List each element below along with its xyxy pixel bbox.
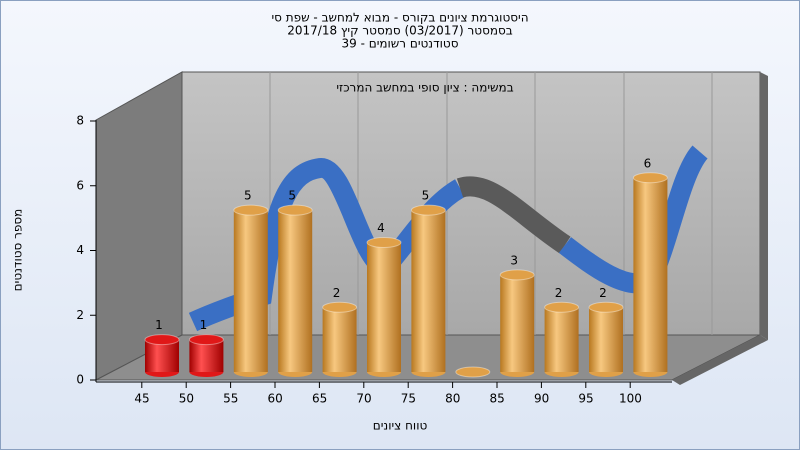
chart-subtitle: בסמסטר (03/2017) סמסטר קיץ 2017/18 <box>287 24 513 38</box>
x-tick-label: 80 <box>445 392 460 406</box>
bar-top <box>632 172 668 184</box>
x-tick-label: 75 <box>401 392 416 406</box>
data-label: 4 <box>377 221 385 235</box>
bar-top <box>455 366 491 378</box>
x-tick-label: 60 <box>268 392 283 406</box>
x-axis-label: טווח ציונים <box>373 419 428 433</box>
side-wall <box>95 71 183 381</box>
x-tick-label: 85 <box>490 392 505 406</box>
y-tick-label: 0 <box>76 373 84 387</box>
bar <box>589 307 623 372</box>
chart-subtitle: סטודנטים רשומים - 39 <box>341 37 458 51</box>
bar-top <box>588 301 624 313</box>
data-label: 2 <box>555 286 563 300</box>
bar <box>367 242 401 372</box>
y-axis-label: מספר סטודנטים <box>11 209 25 292</box>
data-label: 5 <box>288 189 296 203</box>
x-tick-label: 65 <box>312 392 327 406</box>
x-tick-label: 90 <box>534 392 549 406</box>
bar-top <box>410 204 446 216</box>
bar-top <box>366 237 402 248</box>
wall-edge <box>760 72 768 340</box>
floor-edge <box>672 335 768 385</box>
bar <box>500 274 535 372</box>
bar <box>544 307 579 372</box>
bar-top <box>544 301 580 313</box>
data-label: 5 <box>422 189 430 203</box>
data-label: 1 <box>200 318 208 332</box>
data-label: 2 <box>333 286 341 300</box>
bar <box>411 210 446 372</box>
bar-top <box>233 204 269 216</box>
data-label: 1 <box>155 318 163 332</box>
x-tick-label: 55 <box>223 392 238 406</box>
bar <box>189 339 224 372</box>
x-tick-label: 95 <box>578 392 593 406</box>
bar <box>233 210 268 372</box>
data-label: 2 <box>599 286 607 300</box>
annotation: במשימה : ציון סופי במחשב המרכזי <box>336 81 513 95</box>
y-tick-label: 4 <box>76 243 84 257</box>
chart-title: היסטוגרמת ציונים בקורס - מבוא למחשב - שפ… <box>271 11 528 25</box>
bar-top <box>322 301 358 313</box>
y-tick-label: 6 <box>76 178 84 192</box>
data-label: 6 <box>644 156 652 170</box>
y-tick-label: 8 <box>76 114 84 128</box>
data-label: 3 <box>510 253 518 267</box>
x-tick-label: 45 <box>134 392 149 406</box>
bar-top <box>144 334 180 346</box>
fit-ribbon <box>456 176 571 254</box>
bar <box>633 177 668 372</box>
data-label: 5 <box>244 189 252 203</box>
bar <box>322 307 357 372</box>
x-tick-label: 70 <box>356 392 371 406</box>
x-tick-label: 100 <box>619 392 642 406</box>
bar-top <box>277 204 313 216</box>
bar <box>278 210 313 372</box>
bar-top <box>188 334 224 346</box>
x-tick-label: 50 <box>179 392 194 406</box>
bar-top <box>499 269 535 281</box>
bar <box>145 339 179 372</box>
y-tick-label: 2 <box>76 308 84 322</box>
